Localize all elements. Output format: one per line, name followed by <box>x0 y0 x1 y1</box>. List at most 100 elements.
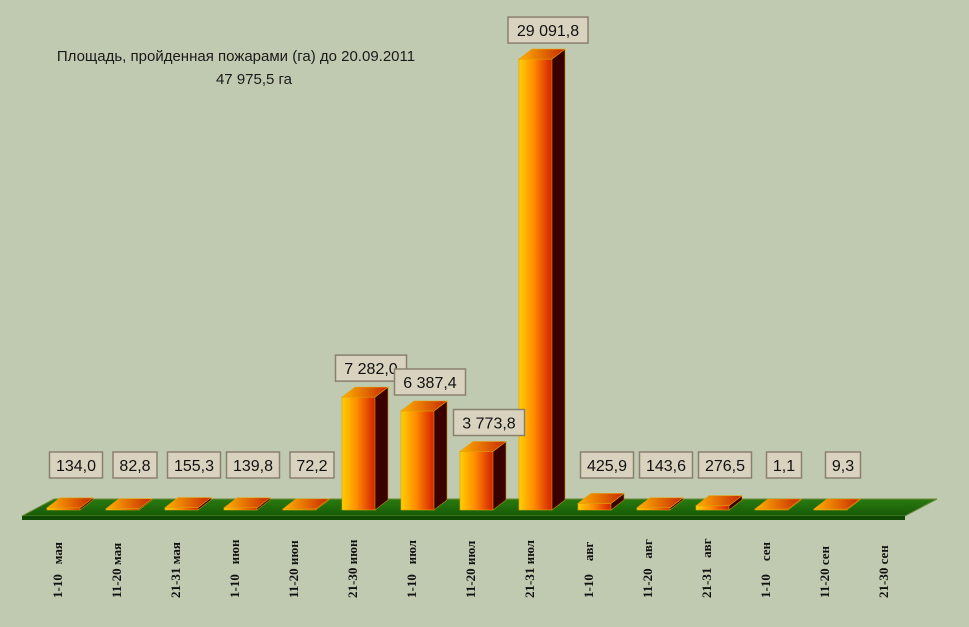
data-label-box <box>507 16 589 44</box>
data-label-12: 276,5 <box>697 451 753 479</box>
bar-top <box>341 386 389 398</box>
x-tick-label-11: 11-20 авг <box>640 539 655 598</box>
bar-top <box>695 495 743 507</box>
bar-11 <box>636 497 684 511</box>
data-label-box <box>166 451 222 479</box>
data-label-4: 139,8 <box>225 451 281 479</box>
bar-10 <box>577 492 625 511</box>
data-label-box <box>452 408 526 437</box>
data-label-14: 9,3 <box>824 451 862 479</box>
x-tick-label-7: 1-10 июл <box>404 540 419 598</box>
bar-top <box>518 48 566 60</box>
bar-front <box>46 507 81 511</box>
bar-front <box>459 451 494 511</box>
bar-top <box>282 498 330 510</box>
bar-front <box>695 505 730 511</box>
bars-group <box>46 48 861 511</box>
bar-5 <box>282 498 330 511</box>
bar-top <box>813 498 861 510</box>
bar-8 <box>459 440 507 511</box>
data-label-13: 1,1 <box>765 451 803 479</box>
chart-title: Площадь, пройденная пожарами (га) до 20.… <box>57 48 415 88</box>
bar-front <box>341 396 376 511</box>
data-label-box <box>824 451 862 479</box>
data-label-text: 276,5 <box>705 458 745 475</box>
bar-14 <box>813 498 861 511</box>
data-label-box <box>289 451 335 479</box>
data-label-8: 3 773,8 <box>452 408 526 437</box>
data-label-box <box>225 451 281 479</box>
data-label-box <box>697 451 753 479</box>
bar-side <box>433 400 448 511</box>
data-label-7: 6 387,4 <box>393 368 467 396</box>
data-label-text: 143,6 <box>646 458 686 475</box>
bar-side <box>492 440 507 511</box>
bar-front <box>577 503 612 511</box>
x-tick-label-6: 21-30 июн <box>345 539 360 598</box>
data-label-box <box>579 451 635 479</box>
data-label-text: 82,8 <box>119 458 150 475</box>
data-label-text: 6 387,4 <box>403 375 456 392</box>
bar-front <box>164 507 199 511</box>
bar-top <box>105 498 153 510</box>
data-label-9: 29 091,8 <box>507 16 589 44</box>
bar-13 <box>754 498 802 511</box>
x-tick-label-14: 11-20 сен <box>817 545 832 598</box>
bar-7 <box>400 400 448 511</box>
data-label-text: 139,8 <box>233 458 273 475</box>
x-tick-label-9: 21-31 июл <box>522 540 537 598</box>
chart-subtitle-line: 47 975,5 га <box>216 71 293 88</box>
data-label-10: 425,9 <box>579 451 635 479</box>
data-label-text: 72,2 <box>296 458 327 475</box>
x-tick-label-2: 11-20 мая <box>109 543 124 598</box>
data-labels-group: 134,0 82,8 155,3 139,8 72,2 7 282,0 6 387,4 3 7… <box>48 16 862 479</box>
data-label-box <box>638 451 694 479</box>
x-tick-label-10: 1-10 авг <box>581 542 596 598</box>
x-tick-labels-group: 1-10 мая 11-20 мая 21-31 мая 1-10 июн 11-20 … <box>50 538 891 598</box>
bar-top <box>459 441 507 452</box>
bar-top <box>223 497 271 509</box>
bar-front <box>400 410 435 511</box>
x-tick-label-8: 11-20 июл <box>463 541 478 598</box>
data-label-1: 134,0 <box>48 451 104 479</box>
bar-side <box>374 386 389 511</box>
bar-top <box>400 400 448 412</box>
x-tick-label-13: 1-10 сен <box>758 541 773 598</box>
data-label-box <box>48 451 104 479</box>
bar-3 <box>164 496 212 511</box>
x-tick-label-4: 1-10 июн <box>227 539 242 598</box>
data-label-text: 155,3 <box>174 458 214 475</box>
bar-4 <box>223 497 271 511</box>
bar-front <box>636 507 671 511</box>
data-label-text: 425,9 <box>587 458 627 475</box>
x-tick-label-15: 21-30 сен <box>876 545 891 598</box>
bar-top <box>636 497 684 509</box>
bar-top <box>577 493 625 504</box>
bar-1 <box>46 497 94 511</box>
data-label-text: 29 091,8 <box>517 23 579 40</box>
bar-top <box>754 498 802 510</box>
data-label-text: 1,1 <box>773 458 795 475</box>
data-label-box <box>765 451 803 479</box>
bar-2 <box>105 498 153 511</box>
x-tick-label-5: 11-20 июн <box>286 540 301 598</box>
floor-edge <box>22 516 905 520</box>
data-label-11: 143,6 <box>638 451 694 479</box>
data-label-box <box>393 368 467 396</box>
data-label-text: 134,0 <box>56 458 96 475</box>
data-label-text: 3 773,8 <box>462 416 515 433</box>
data-label-2: 82,8 <box>112 451 158 479</box>
data-label-text: 7 282,0 <box>344 361 397 378</box>
bar-top <box>46 497 94 509</box>
bar-12 <box>695 495 743 511</box>
data-label-text: 9,3 <box>832 458 854 475</box>
bar-6 <box>341 386 389 511</box>
bar-front <box>223 507 258 511</box>
x-tick-label-3: 21-31 мая <box>168 542 183 598</box>
chart-title-line: Площадь, пройденная пожарами (га) до 20.… <box>57 48 415 65</box>
bar-front <box>518 58 553 511</box>
x-tick-label-12: 21-31 авг <box>699 538 714 598</box>
data-label-3: 155,3 <box>166 451 222 479</box>
data-label-box <box>112 451 158 479</box>
